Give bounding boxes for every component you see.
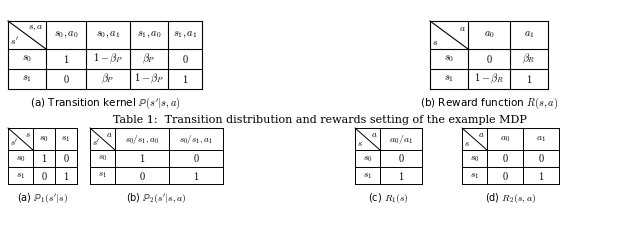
Text: (b) $\mathbb{P}_2(s'|s,a)$: (b) $\mathbb{P}_2(s'|s,a)$: [126, 191, 187, 205]
Text: $a$: $a$: [479, 130, 485, 139]
Text: $0$: $0$: [502, 169, 508, 181]
Text: $s$: $s$: [432, 37, 438, 47]
Text: $s$: $s$: [357, 139, 363, 148]
Text: $s_1$: $s_1$: [61, 134, 71, 144]
Text: $0$: $0$: [193, 152, 200, 164]
Text: $0$: $0$: [397, 152, 404, 164]
Text: (a) Transition kernel $\mathbb{P}(s'|s,a)$: (a) Transition kernel $\mathbb{P}(s'|s,a…: [29, 96, 180, 111]
Text: $s_1$: $s_1$: [98, 171, 107, 180]
Text: $a$: $a$: [371, 130, 378, 139]
Text: $1-\beta_P$: $1-\beta_P$: [93, 52, 123, 66]
Text: $s_1$: $s_1$: [16, 170, 25, 181]
Text: $1$: $1$: [63, 169, 69, 181]
Text: $s'$: $s'$: [10, 36, 19, 47]
Text: $s_0/s_1, a_0$: $s_0/s_1, a_0$: [125, 132, 159, 146]
Text: $s_0, a_0$: $s_0, a_0$: [54, 30, 78, 40]
Text: $s_0/s_1, a_1$: $s_0/s_1, a_1$: [179, 132, 213, 146]
Text: $1$: $1$: [63, 53, 69, 65]
Text: $1$: $1$: [182, 73, 188, 85]
Text: $s$: $s$: [25, 130, 31, 139]
Text: $0$: $0$: [139, 169, 145, 181]
Text: (d) $R_2(s,a)$: (d) $R_2(s,a)$: [485, 191, 536, 205]
Text: $\beta_P$: $\beta_P$: [142, 52, 156, 66]
Text: $a_1$: $a_1$: [536, 134, 546, 144]
Text: $1$: $1$: [41, 152, 47, 164]
Text: $0$: $0$: [538, 152, 545, 164]
Text: $1$: $1$: [526, 73, 532, 85]
Text: (a) $\mathbb{P}_1(s'|s)$: (a) $\mathbb{P}_1(s'|s)$: [17, 191, 68, 205]
Text: $s_1, a_0$: $s_1, a_0$: [136, 30, 161, 40]
Text: $s'$: $s'$: [92, 137, 100, 148]
Text: $a_1$: $a_1$: [524, 30, 534, 40]
Text: $s_1, a_1$: $s_1, a_1$: [173, 30, 197, 40]
Text: $a_0/a_1$: $a_0/a_1$: [389, 132, 413, 146]
Text: $s_1$: $s_1$: [363, 170, 372, 181]
Text: $0$: $0$: [63, 152, 69, 164]
Text: $0$: $0$: [486, 53, 492, 65]
Text: $0$: $0$: [63, 73, 69, 85]
Text: $0$: $0$: [182, 53, 188, 65]
Text: Table 1:  Transition distribution and rewards setting of the example MDP: Table 1: Transition distribution and rew…: [113, 115, 527, 125]
Text: $s'$: $s'$: [10, 137, 19, 148]
Text: $s_0$: $s_0$: [15, 153, 26, 164]
Text: $1$: $1$: [193, 169, 199, 181]
Text: $a$: $a$: [106, 130, 113, 139]
Text: $s_0$: $s_0$: [470, 153, 479, 164]
Text: $s_0$: $s_0$: [444, 54, 454, 64]
Text: $s_0, a_1$: $s_0, a_1$: [96, 30, 120, 40]
Text: $s$: $s$: [464, 139, 470, 148]
Text: $1-\beta_R$: $1-\beta_R$: [474, 72, 504, 86]
Text: $1$: $1$: [139, 152, 145, 164]
Text: $s_0$: $s_0$: [22, 54, 32, 64]
Text: $s_1$: $s_1$: [470, 170, 479, 181]
Text: $a$: $a$: [459, 23, 466, 33]
Text: $s, a$: $s, a$: [28, 23, 44, 33]
Text: $s_1$: $s_1$: [444, 74, 454, 84]
Text: $s_1$: $s_1$: [22, 74, 32, 84]
Text: $a_0$: $a_0$: [484, 30, 495, 40]
Text: $\beta_P$: $\beta_P$: [101, 72, 115, 86]
Text: $1-\beta_P$: $1-\beta_P$: [134, 72, 164, 86]
Text: $0$: $0$: [502, 152, 508, 164]
Text: $0$: $0$: [40, 169, 47, 181]
Text: $\beta_R$: $\beta_R$: [522, 52, 536, 66]
Text: $1$: $1$: [538, 169, 544, 181]
Text: $1$: $1$: [398, 169, 404, 181]
Text: (b) Reward function $R(s,a)$: (b) Reward function $R(s,a)$: [420, 96, 558, 111]
Text: $a_0$: $a_0$: [500, 134, 510, 144]
Text: (c) $R_1(s)$: (c) $R_1(s)$: [368, 191, 409, 205]
Text: $s_0$: $s_0$: [39, 134, 49, 144]
Text: $s_0$: $s_0$: [363, 153, 372, 164]
Text: $s_0$: $s_0$: [98, 154, 107, 163]
